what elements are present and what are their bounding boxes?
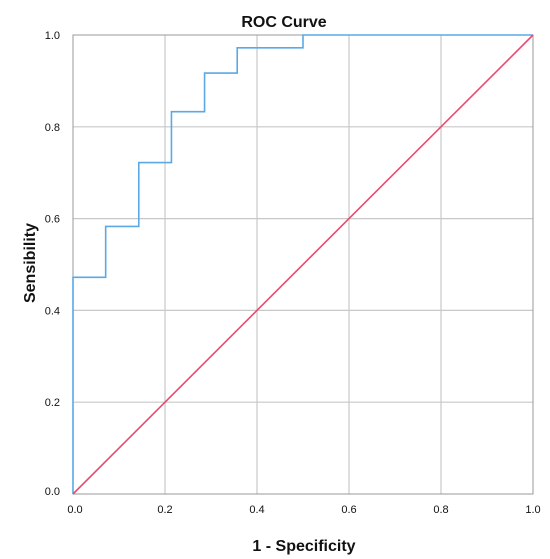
y-axis-title: Sensibility <box>22 223 39 303</box>
y-tick-label: 0.8 <box>45 122 60 134</box>
x-tick-label: 0.2 <box>157 504 172 516</box>
x-tick-label: 0.6 <box>341 504 356 516</box>
y-tick-label: 0.0 <box>45 486 60 498</box>
series <box>72 34 534 495</box>
y-tick-label: 1.0 <box>45 30 60 42</box>
x-tick-label: 1.0 <box>525 504 540 516</box>
grid <box>73 35 533 494</box>
y-tick-label: 0.6 <box>45 214 60 226</box>
chart-title: ROC Curve <box>241 14 326 31</box>
roc-curve-line <box>72 34 533 494</box>
x-tick-label: 0.4 <box>249 504 264 516</box>
labels: ROC Curve 1 - Specificity Sensibility 0.… <box>22 14 541 555</box>
x-axis-title: 1 - Specificity <box>252 538 355 555</box>
y-tick-label: 0.2 <box>45 397 60 409</box>
y-tick-label: 0.4 <box>45 305 60 317</box>
reference-diagonal-line <box>72 34 534 495</box>
x-tick-label: 0.0 <box>67 504 82 516</box>
x-tick-label: 0.8 <box>433 504 448 516</box>
